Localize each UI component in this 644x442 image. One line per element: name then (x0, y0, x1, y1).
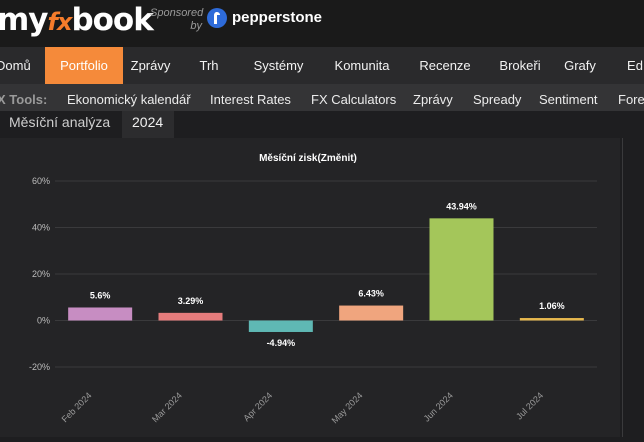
data-label-0: 5.6% (90, 290, 111, 300)
nav-item-4[interactable]: Systémy (253, 58, 304, 73)
data-label-5: 1.06% (539, 301, 565, 311)
bar-2 (248, 320, 313, 332)
nav-item-5[interactable]: Komunita (334, 58, 390, 73)
tools-label: X Tools: (0, 92, 48, 107)
nav-item-8[interactable]: Grafy (564, 58, 596, 73)
nav-item-2[interactable]: Zprávy (130, 58, 171, 73)
tool-link-6[interactable]: Fore (618, 92, 644, 107)
main-navigation: Domů Portfolio Zprávy Trh Systémy Komunita Rec… (0, 47, 644, 84)
chart-panel: Měsíční zisk(Změnit) 60% 40% 20% 0% -20% 5.6% F… (0, 138, 620, 437)
tool-link-1[interactable]: Interest Rates (210, 92, 291, 107)
y-tick-label-2: 20% (32, 269, 50, 279)
bar-4 (429, 218, 494, 321)
pepperstone-name[interactable]: pepperstone (232, 9, 323, 26)
y-tick-label-3: 0% (37, 316, 50, 326)
site-header: myfxbook Sponsored by pepperstone (0, 0, 644, 47)
nav-item-0[interactable]: Domů (0, 58, 31, 73)
tool-link-4[interactable]: Spready (473, 92, 522, 107)
bar-0 (68, 307, 133, 321)
bar-5 (519, 318, 584, 321)
data-label-3: 6.43% (358, 289, 384, 299)
nav-item-6[interactable]: Recenze (419, 58, 471, 73)
y-tick-label-1: 40% (32, 223, 50, 233)
pepperstone-logo-icon[interactable] (207, 8, 227, 28)
x-tick-label-0: Feb 2024 (60, 390, 94, 424)
tool-link-3[interactable]: Zprávy (413, 92, 453, 107)
y-tick-label-0: 60% (32, 176, 50, 186)
x-tick-label-3: May 2024 (330, 390, 365, 425)
x-tick-label-5: Jul 2024 (514, 390, 545, 421)
nav-item-1[interactable]: Portfolio (45, 47, 123, 84)
tool-link-2[interactable]: FX Calculators (311, 92, 397, 107)
monthly-profit-chart: Měsíční zisk(Změnit) 60% 40% 20% 0% -20% 5.6% F… (29, 153, 597, 425)
chart-title: Měsíční zisk(Změnit) (259, 153, 357, 164)
tool-link-5[interactable]: Sentiment (539, 92, 598, 107)
sponsored-by-text: Sponsored by (150, 7, 204, 32)
tab-0[interactable]: Měsíční analýza (9, 114, 111, 130)
vertical-scrollbar[interactable] (622, 138, 644, 437)
y-tick-label-4: -20% (29, 362, 50, 372)
bar-3 (339, 305, 404, 321)
data-label-4: 43.94% (446, 201, 477, 211)
nav-item-9[interactable]: Ed (627, 58, 643, 73)
x-tick-label-2: Apr 2024 (241, 390, 274, 423)
x-tick-label-1: Mar 2024 (150, 390, 184, 424)
myfxbook-logo[interactable]: myfxbook (0, 2, 154, 38)
x-tick-label-4: Jun 2024 (422, 390, 455, 423)
tool-link-0[interactable]: Ekonomický kalendář (67, 92, 191, 107)
data-label-2: -4.94% (267, 338, 296, 348)
analysis-tabs: Měsíční analýza 2024 (0, 111, 644, 138)
nav-item-7[interactable]: Brokeři (499, 58, 541, 73)
tab-1[interactable]: 2024 (122, 111, 174, 138)
nav-item-3[interactable]: Trh (199, 58, 219, 73)
tools-navigation: X Tools: Ekonomický kalendář Interest Rate… (0, 84, 644, 115)
data-label-1: 3.29% (178, 296, 204, 306)
bar-1 (158, 312, 223, 321)
